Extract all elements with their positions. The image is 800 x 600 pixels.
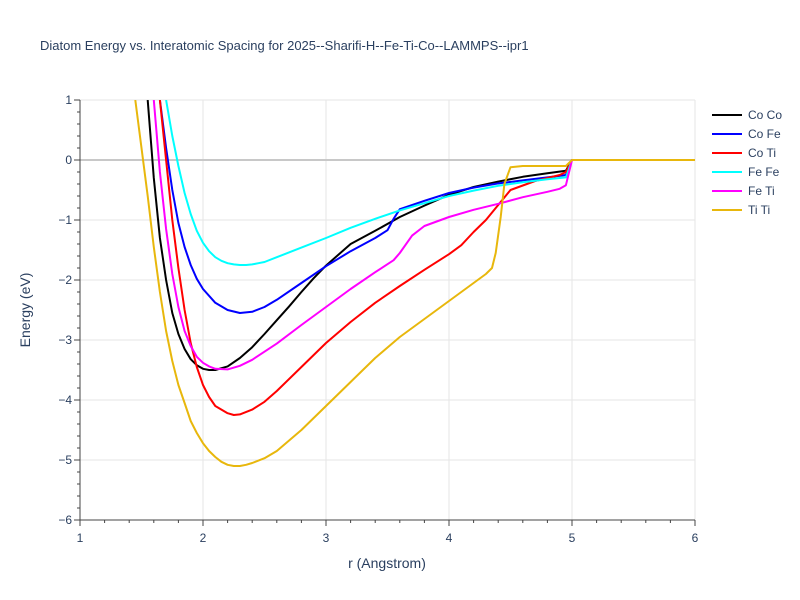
series-line-fe-ti[interactable] bbox=[152, 100, 695, 371]
y-tick-label: 1 bbox=[65, 93, 72, 107]
x-tick-label: 5 bbox=[569, 531, 576, 545]
legend-item[interactable]: Ti Ti bbox=[712, 203, 770, 217]
x-tick-label: 4 bbox=[446, 531, 453, 545]
legend-item[interactable]: Fe Ti bbox=[712, 184, 775, 198]
y-tick-label: −5 bbox=[58, 453, 72, 467]
series-lines bbox=[134, 100, 695, 467]
legend-item[interactable]: Co Co bbox=[712, 108, 782, 122]
legend[interactable]: Co Co Co Fe Co Ti Fe Fe Fe Ti Ti Ti bbox=[712, 108, 782, 217]
y-tick-label: 0 bbox=[65, 153, 72, 167]
y-tick-label: −6 bbox=[58, 513, 72, 527]
legend-item[interactable]: Fe Fe bbox=[712, 165, 780, 179]
legend-item[interactable]: Co Fe bbox=[712, 127, 781, 141]
y-tick-label: −1 bbox=[58, 213, 72, 227]
x-tick-label: 3 bbox=[323, 531, 330, 545]
legend-label: Co Co bbox=[748, 108, 782, 122]
series-line-fe-fe[interactable] bbox=[165, 100, 695, 266]
series-line-co-fe[interactable] bbox=[158, 100, 695, 314]
legend-label: Ti Ti bbox=[748, 203, 770, 217]
legend-label: Fe Fe bbox=[748, 165, 780, 179]
x-tick-label: 1 bbox=[77, 531, 84, 545]
axes: 1 2 3 4 5 6 1 0 −1 −2 −3 −4 −5 −6 bbox=[58, 93, 698, 545]
y-axis-title: Energy (eV) bbox=[17, 273, 33, 348]
chart-title: Diatom Energy vs. Interatomic Spacing fo… bbox=[40, 38, 529, 53]
series-line-co-ti[interactable] bbox=[158, 100, 695, 416]
legend-label: Co Ti bbox=[748, 146, 776, 160]
x-tick-label: 6 bbox=[692, 531, 699, 545]
legend-label: Co Fe bbox=[748, 127, 781, 141]
x-tick-label: 2 bbox=[200, 531, 207, 545]
x-axis-title: r (Angstrom) bbox=[348, 555, 426, 571]
y-tick-label: −3 bbox=[58, 333, 72, 347]
legend-label: Fe Ti bbox=[748, 184, 775, 198]
y-tick-label: −4 bbox=[58, 393, 72, 407]
y-tick-label: −2 bbox=[58, 273, 72, 287]
series-line-co-co[interactable] bbox=[146, 100, 695, 371]
series-line-ti-ti[interactable] bbox=[134, 100, 695, 467]
legend-item[interactable]: Co Ti bbox=[712, 146, 776, 160]
